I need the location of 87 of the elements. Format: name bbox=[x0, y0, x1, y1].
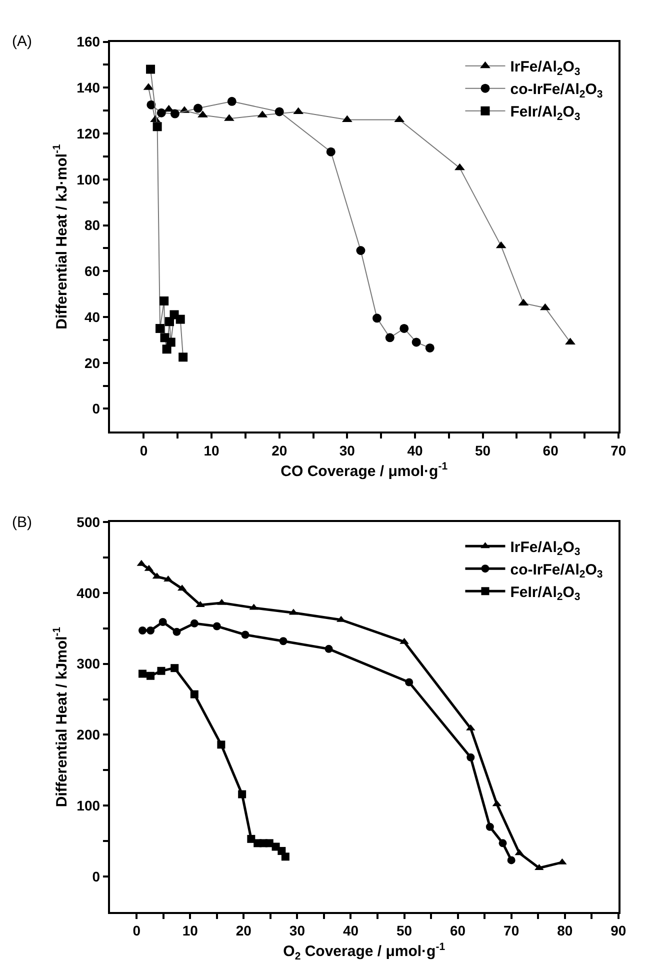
x-tick-label: 10 bbox=[182, 922, 198, 939]
point bbox=[274, 107, 284, 116]
legend-label: IrFe/Al$_{2}$O$_{3}$ bbox=[510, 58, 580, 78]
y-tick-label: 200 bbox=[76, 726, 100, 743]
point bbox=[281, 852, 290, 861]
point bbox=[160, 296, 169, 306]
point bbox=[190, 619, 198, 628]
point bbox=[466, 753, 475, 762]
point bbox=[356, 246, 366, 255]
point bbox=[227, 96, 236, 106]
x-tick-label: 40 bbox=[342, 922, 359, 939]
x-tick-label: 20 bbox=[272, 442, 288, 458]
point bbox=[156, 324, 165, 333]
x-tick-label: 70 bbox=[610, 442, 626, 458]
y-tick-label: 0 bbox=[92, 868, 100, 884]
point bbox=[247, 834, 256, 843]
x-tick-label: 30 bbox=[339, 442, 356, 458]
legend-label: co-IrFe/Al$_{2}$O$_{3}$ bbox=[510, 561, 603, 581]
point bbox=[425, 343, 434, 352]
point bbox=[170, 109, 180, 118]
x-tick-label: 40 bbox=[407, 442, 423, 458]
point bbox=[156, 108, 166, 118]
x-tick-label: 50 bbox=[474, 442, 491, 458]
x-tick-label: 20 bbox=[236, 922, 252, 939]
y-tick-label: 100 bbox=[76, 798, 100, 814]
y-tick-label: 40 bbox=[84, 308, 100, 325]
x-tick-label: 0 bbox=[132, 922, 141, 939]
y-tick-label: 300 bbox=[76, 656, 100, 672]
point bbox=[405, 678, 414, 686]
x-tick-label: 70 bbox=[504, 922, 520, 939]
point bbox=[279, 637, 288, 646]
legend-label: co-IrFe/Al$_{2}$O$_{3}$ bbox=[510, 81, 603, 100]
point bbox=[217, 740, 226, 749]
point bbox=[326, 147, 336, 156]
point bbox=[372, 314, 382, 323]
x-tick-label: 30 bbox=[289, 922, 306, 939]
point bbox=[166, 338, 176, 347]
point bbox=[385, 333, 394, 342]
point bbox=[165, 317, 174, 326]
y-tick-label: 100 bbox=[76, 171, 100, 188]
y-tick-label: 400 bbox=[76, 584, 100, 601]
y-tick-label: 140 bbox=[76, 80, 100, 96]
point bbox=[158, 618, 167, 626]
x-tick-label: 50 bbox=[396, 922, 412, 939]
x-tick-label: 80 bbox=[557, 922, 573, 939]
point bbox=[172, 628, 181, 636]
point bbox=[178, 352, 188, 362]
x-tick-label: 10 bbox=[204, 442, 220, 458]
y-tick-label: 500 bbox=[76, 514, 100, 530]
point bbox=[152, 122, 162, 132]
x-tick-label: 90 bbox=[610, 922, 626, 939]
point bbox=[412, 338, 421, 347]
point bbox=[324, 644, 333, 653]
point bbox=[138, 626, 146, 634]
y-tick-label: 120 bbox=[76, 125, 100, 142]
x-axis-title: O$_{2}$ Coverage / μmol·g$^{-1}$ bbox=[283, 940, 446, 962]
point bbox=[498, 839, 507, 848]
y-tick-label: 160 bbox=[76, 34, 100, 50]
point bbox=[146, 64, 156, 74]
point bbox=[170, 664, 179, 672]
x-tick-label: 60 bbox=[450, 922, 466, 939]
point bbox=[146, 626, 155, 634]
point bbox=[193, 104, 202, 113]
point bbox=[400, 324, 409, 333]
point bbox=[190, 690, 198, 698]
point bbox=[454, 163, 465, 170]
point bbox=[212, 622, 221, 630]
point bbox=[486, 822, 494, 831]
text: (B) bbox=[12, 514, 32, 531]
point bbox=[138, 670, 146, 678]
y-tick-label: 0 bbox=[92, 400, 100, 417]
text: (A) bbox=[12, 33, 32, 50]
point bbox=[176, 314, 185, 324]
point bbox=[157, 666, 166, 675]
legend-label: FeIr/Al$_{2}$O$_{3}$ bbox=[510, 584, 580, 604]
point bbox=[507, 856, 516, 864]
legend-label: IrFe/Al$_{2}$O$_{3}$ bbox=[510, 538, 580, 558]
point bbox=[238, 790, 246, 798]
y-tick-label: 20 bbox=[84, 354, 100, 371]
y-tick-label: 60 bbox=[84, 263, 100, 280]
legend-label: FeIr/Al$_{2}$O$_{3}$ bbox=[510, 104, 580, 123]
point bbox=[146, 672, 155, 680]
y-tick-label: 80 bbox=[84, 217, 100, 234]
x-axis-title: CO Coverage / μmol·g$^{-1}$ bbox=[280, 460, 448, 480]
x-tick-label: 0 bbox=[140, 442, 148, 458]
point bbox=[241, 630, 250, 639]
x-tick-label: 60 bbox=[542, 442, 559, 458]
